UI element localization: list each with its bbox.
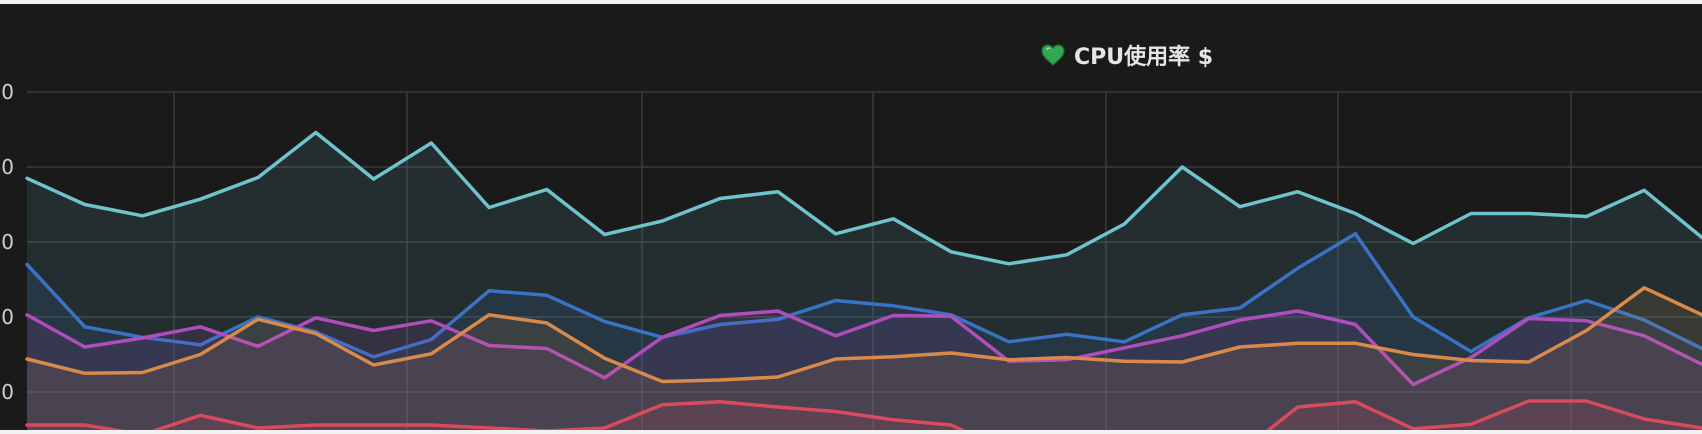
series-line-3[interactable] [25,286,1702,384]
panel-title: CPU使用率 $ [1074,45,1214,70]
series-line-0[interactable] [25,130,1702,266]
cpu-usage-chart: 50 40 30 20 10 [0,80,1702,430]
y-tick-label: 30 [0,230,14,254]
series-area-0 [27,132,1702,430]
y-tick-label: 50 [0,80,14,104]
heart-icon [1040,42,1066,68]
series-area-4 [27,401,1702,430]
y-tick-label: 20 [0,305,14,329]
y-axis-ticks: 50 40 30 20 10 [0,80,14,404]
series-line-2[interactable] [25,309,1702,387]
series-line-4[interactable] [25,399,1702,430]
y-tick-label: 40 [0,155,14,179]
series-area-1 [27,233,1702,430]
grid [27,91,1702,430]
chart-panel: 50 40 30 20 10 CPU使用率 $ [0,4,1702,430]
panel-title-wrap[interactable]: CPU使用率 $ [1040,40,1213,70]
y-tick-label: 10 [0,380,14,404]
series-layer [25,130,1702,430]
series-area-2 [27,311,1702,430]
